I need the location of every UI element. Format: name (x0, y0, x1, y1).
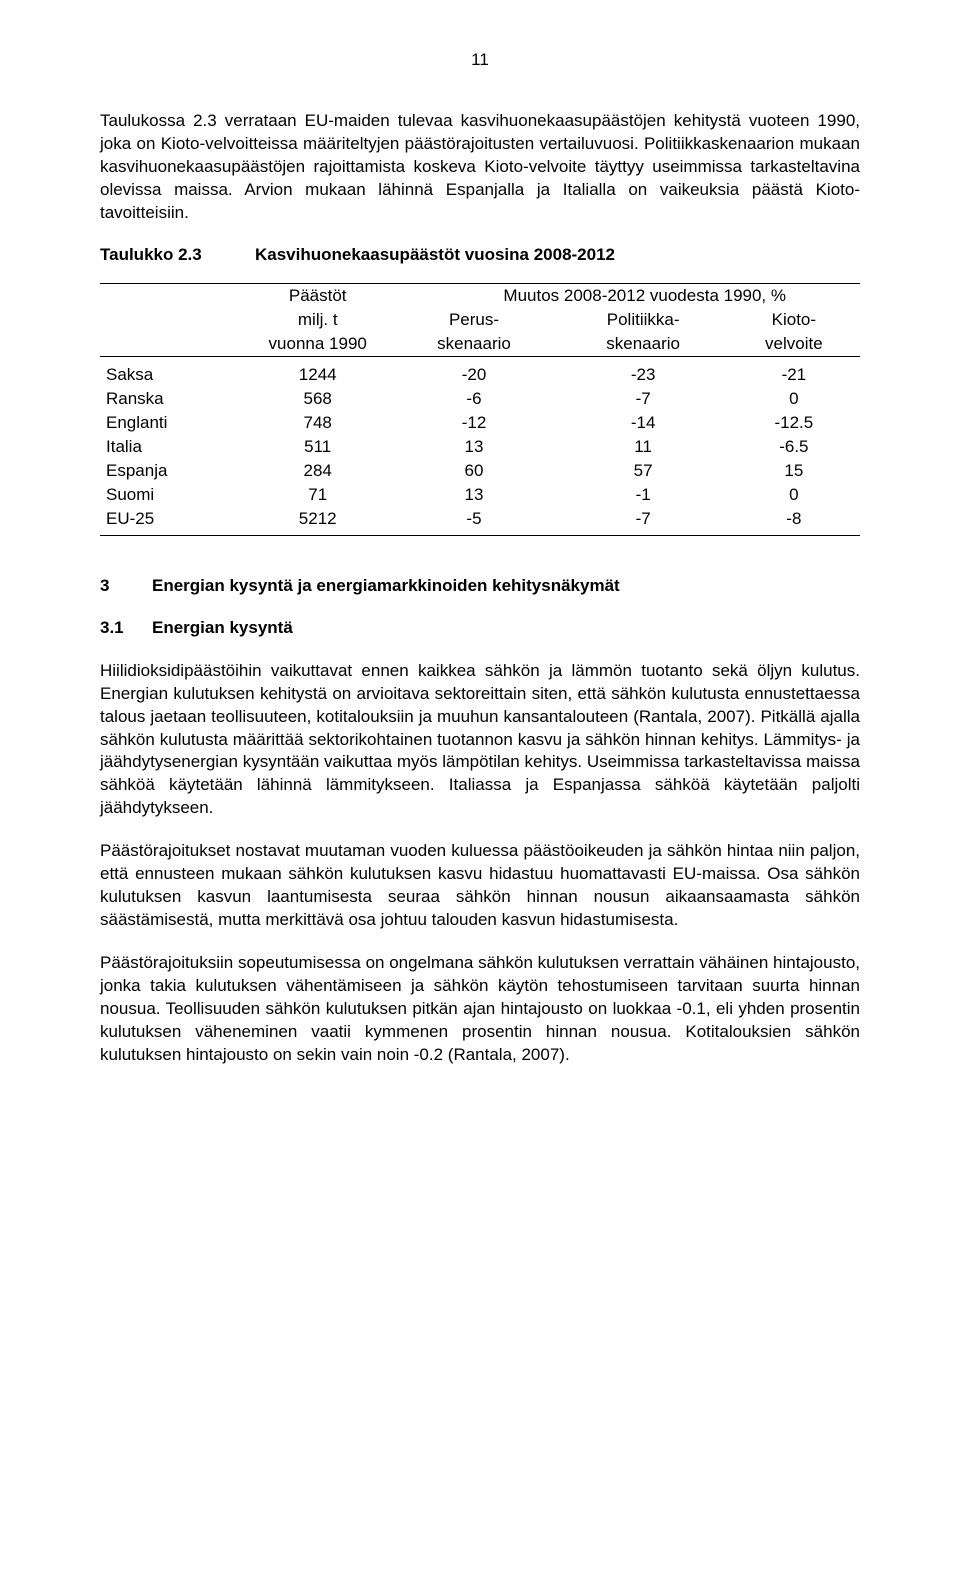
paragraph-intro: Taulukossa 2.3 verrataan EU-maiden tulev… (100, 110, 860, 225)
col-header-basic-l1: Perus- (389, 308, 558, 332)
cell: 5212 (246, 507, 389, 536)
table-caption: Taulukko 2.3 Kasvihuonekaasupäästöt vuos… (100, 245, 860, 265)
section-heading-3: 3 Energian kysyntä ja energiamarkkinoide… (100, 576, 860, 596)
table-header-row: vuonna 1990 skenaario skenaario velvoite (100, 332, 860, 357)
table-caption-text: Kasvihuonekaasupäästöt vuosina 2008-2012 (255, 245, 860, 265)
cell: -7 (559, 507, 728, 536)
cell: 511 (246, 435, 389, 459)
cell: 57 (559, 459, 728, 483)
section-heading-3-1: 3.1 Energian kysyntä (100, 618, 860, 638)
section-title: Energian kysyntä (152, 618, 860, 638)
col-header-emissions-l1: Päästöt (246, 283, 389, 308)
section-number: 3.1 (100, 618, 152, 638)
row-label: Espanja (100, 459, 246, 483)
cell: 71 (246, 483, 389, 507)
row-label: Saksa (100, 356, 246, 387)
cell: 568 (246, 387, 389, 411)
col-header-basic-l2: skenaario (389, 332, 558, 357)
cell: 748 (246, 411, 389, 435)
col-header-kioto-l1: Kioto- (728, 308, 860, 332)
table-row: Saksa 1244 -20 -23 -21 (100, 356, 860, 387)
table-row: Englanti 748 -12 -14 -12.5 (100, 411, 860, 435)
cell: -6 (389, 387, 558, 411)
paragraph: Hiilidioksidipäästöihin vaikuttavat enne… (100, 660, 860, 821)
section-title: Energian kysyntä ja energiamarkkinoiden … (152, 576, 860, 596)
paragraph: Päästörajoituksiin sopeutumisessa on ong… (100, 952, 860, 1067)
paragraph: Päästörajoitukset nostavat muutaman vuod… (100, 840, 860, 932)
cell: 0 (728, 483, 860, 507)
table-row: Italia 511 13 11 -6.5 (100, 435, 860, 459)
cell: 15 (728, 459, 860, 483)
cell: -5 (389, 507, 558, 536)
cell: 1244 (246, 356, 389, 387)
table-header-row: milj. t Perus- Politiikka- Kioto- (100, 308, 860, 332)
table-row: Espanja 284 60 57 15 (100, 459, 860, 483)
col-header-kioto-l2: velvoite (728, 332, 860, 357)
cell: -1 (559, 483, 728, 507)
page-number: 11 (100, 50, 860, 70)
cell: 284 (246, 459, 389, 483)
cell: 11 (559, 435, 728, 459)
table-row: Suomi 71 13 -1 0 (100, 483, 860, 507)
cell: 13 (389, 435, 558, 459)
cell: 0 (728, 387, 860, 411)
row-label: Italia (100, 435, 246, 459)
col-header-emissions-l2: milj. t (246, 308, 389, 332)
cell: -20 (389, 356, 558, 387)
row-label: Suomi (100, 483, 246, 507)
cell: -21 (728, 356, 860, 387)
table-row: Ranska 568 -6 -7 0 (100, 387, 860, 411)
cell: -8 (728, 507, 860, 536)
col-header-policy-l2: skenaario (559, 332, 728, 357)
row-label: Ranska (100, 387, 246, 411)
cell: 13 (389, 483, 558, 507)
col-header-policy-l1: Politiikka- (559, 308, 728, 332)
cell: -12.5 (728, 411, 860, 435)
col-header-emissions-l3: vuonna 1990 (246, 332, 389, 357)
cell: -14 (559, 411, 728, 435)
cell: -7 (559, 387, 728, 411)
col-super-header: Muutos 2008-2012 vuodesta 1990, % (389, 283, 860, 308)
table-header-row: Päästöt Muutos 2008-2012 vuodesta 1990, … (100, 283, 860, 308)
row-label: EU-25 (100, 507, 246, 536)
emissions-table: Päästöt Muutos 2008-2012 vuodesta 1990, … (100, 283, 860, 536)
cell: -12 (389, 411, 558, 435)
section-number: 3 (100, 576, 152, 596)
table-caption-label: Taulukko 2.3 (100, 245, 255, 265)
cell: -6.5 (728, 435, 860, 459)
cell: -23 (559, 356, 728, 387)
row-label: Englanti (100, 411, 246, 435)
cell: 60 (389, 459, 558, 483)
table-row: EU-25 5212 -5 -7 -8 (100, 507, 860, 536)
